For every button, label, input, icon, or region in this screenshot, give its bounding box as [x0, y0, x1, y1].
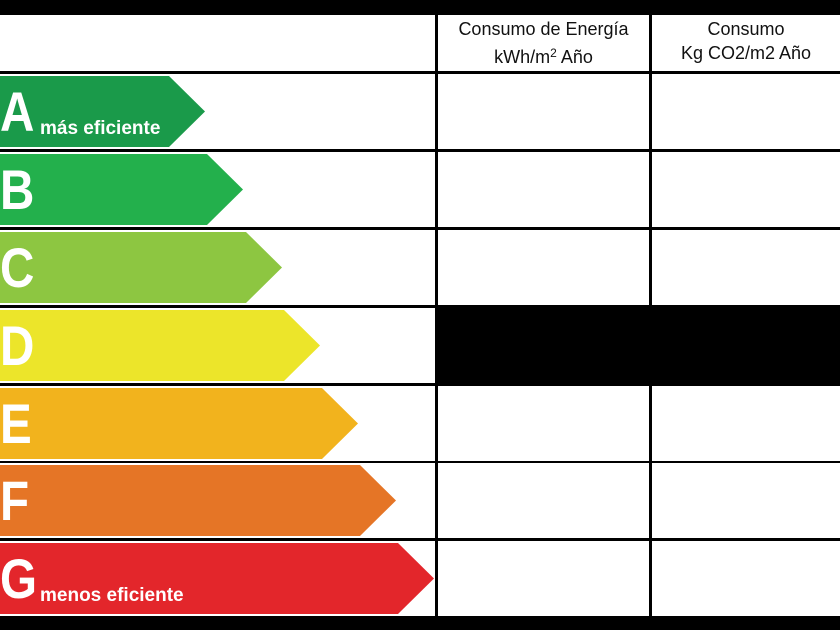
energy-cell: [438, 308, 649, 383]
rating-label: más eficiente: [40, 118, 160, 139]
arrow-shape: [0, 76, 205, 147]
co2-cell: [652, 386, 840, 461]
energy-cell: [438, 152, 649, 227]
unit: kWh/m: [494, 47, 551, 67]
co2-cell: [652, 308, 840, 383]
unit-sup: 2: [550, 46, 557, 60]
arrow-shape: [0, 388, 358, 459]
rating-letter: B: [0, 159, 34, 221]
arrow-shape: [0, 310, 320, 381]
rating-cell: F: [0, 463, 435, 538]
rating-letter: A: [0, 81, 34, 143]
header-text: Consumo de Energía: [458, 19, 629, 39]
co2-cell: [652, 541, 840, 616]
rating-cell: E: [0, 386, 435, 461]
energy-cell: [438, 74, 649, 149]
unit-tail: Año: [560, 47, 593, 67]
rating-letter: E: [0, 393, 32, 455]
rating-label: menos eficiente: [40, 585, 184, 606]
co2-cell: [652, 230, 840, 305]
rating-arrow: F: [0, 465, 396, 536]
arrow-shape: [0, 154, 243, 225]
arrow-shape: [0, 465, 396, 536]
co2-cell: [652, 152, 840, 227]
header-energy: Consumo de Energía kWh/m2 Año: [438, 15, 649, 71]
energy-cell: [438, 463, 649, 538]
header-text: Consumo: [707, 19, 785, 39]
arrow-shape: [0, 232, 282, 303]
header-unit: Kg CO2/m2 Año: [680, 43, 812, 63]
rating-letter: D: [0, 315, 34, 377]
rating-arrow: B: [0, 154, 243, 225]
co2-cell: [652, 74, 840, 149]
energy-cell: [438, 386, 649, 461]
rating-letter: F: [0, 470, 29, 532]
rating-arrow: D: [0, 310, 320, 381]
rating-arrow: E: [0, 388, 358, 459]
arrow-shape: [0, 543, 434, 614]
rating-arrow: C: [0, 232, 282, 303]
header-unit: kWh/m2 Año: [438, 41, 649, 69]
co2-cell: [652, 463, 840, 538]
rating-letter: G: [0, 548, 37, 610]
header-blank: [0, 15, 435, 71]
energy-cell: [438, 541, 649, 616]
rating-letter: C: [0, 237, 34, 299]
rating-cell: D: [0, 308, 435, 383]
rating-cell: C: [0, 230, 435, 305]
energy-cell: [438, 230, 649, 305]
rating-cell: B: [0, 152, 435, 227]
header-co2: Consumo Kg CO2/m2 Año: [652, 15, 840, 71]
